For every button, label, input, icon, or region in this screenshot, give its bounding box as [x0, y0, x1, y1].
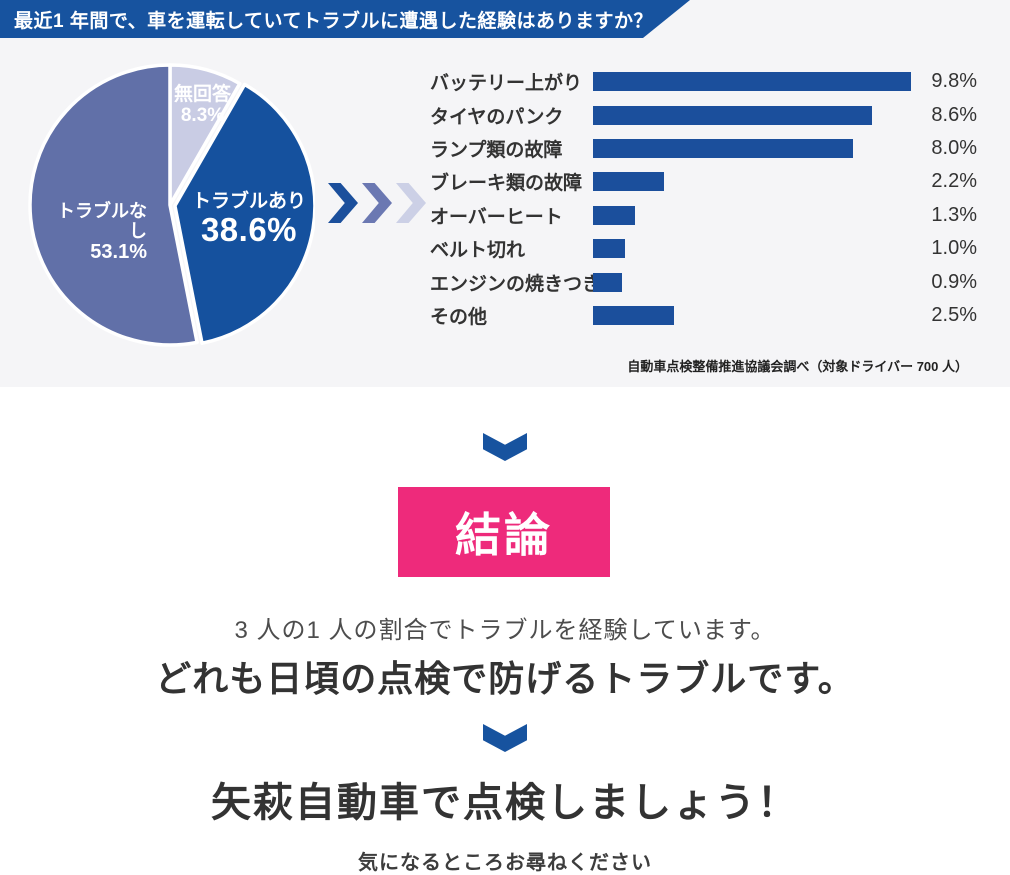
- conclusion-line-2: どれも日頃の点検で防げるトラブルです。: [155, 658, 855, 699]
- bar: [593, 272, 623, 292]
- pie-label-no-answer-value: 8.3%: [180, 105, 225, 127]
- bar-category-label: タイヤのパンク: [430, 106, 564, 128]
- source-note: 自動車点検整備推進協議会調べ（対象ドライバー 700 人）: [627, 359, 968, 374]
- bar-category-label: オーバーヒート: [430, 206, 563, 228]
- pie-svg: [28, 63, 315, 347]
- bar: [593, 72, 911, 92]
- pie-slice-1: [173, 82, 315, 345]
- bar-value-label: 2.5%: [931, 303, 977, 326]
- cta-headline: 矢萩自動車で点検しましょう！: [211, 781, 799, 825]
- bar: [593, 205, 636, 225]
- bar-track: [593, 205, 915, 225]
- bar-row: ランプ類の故障 8.0%: [430, 132, 977, 165]
- bar-value-label: 2.2%: [931, 170, 977, 193]
- bar-track: [593, 239, 915, 259]
- pie-label-trouble-yes-text: トラブルあり: [191, 191, 306, 212]
- bar-row: バッテリー上がり 9.8%: [430, 65, 977, 98]
- trouble-bar-chart: バッテリー上がり 9.8% タイヤのパンク 8.6% ランプ類の故障 8.0% ブレーキ類の…: [430, 65, 977, 332]
- bar-row: オーバーヒート 1.3%: [430, 199, 977, 232]
- bar: [593, 138, 853, 158]
- pie-label-trouble-no-value: 53.1%: [90, 241, 147, 264]
- pie-label-trouble-no: トラブルなし 53.1%: [45, 201, 147, 264]
- pie-slice-2: [28, 63, 199, 347]
- pie-label-trouble-no-text: トラブルなし: [57, 201, 147, 242]
- bar-value-label: 8.6%: [931, 103, 977, 126]
- conclusion-badge: 結論: [398, 487, 610, 577]
- pie-label-trouble-yes: トラブルあり 38.6%: [175, 191, 323, 249]
- cta-subtext: 気になるところお尋ねください: [358, 852, 652, 874]
- chevron-down-icon: [483, 433, 527, 461]
- bar-track: [593, 105, 915, 125]
- bar-category-label: ベルト切れ: [430, 240, 526, 262]
- bar-value-label: 1.0%: [931, 237, 977, 260]
- bar-row: その他 2.5%: [430, 299, 977, 332]
- conclusion-line-1: 3 人の1 人の割合でトラブルを経験しています。: [234, 617, 776, 644]
- bar-value-label: 1.3%: [931, 203, 977, 226]
- bar-category-label: ブレーキ類の故障: [430, 173, 583, 195]
- chevron-right-icon: [328, 183, 358, 223]
- pie-label-trouble-yes-value: 38.6%: [200, 211, 298, 249]
- transition-chevrons: [328, 183, 426, 223]
- bar-row: ブレーキ類の故障 2.2%: [430, 165, 977, 198]
- bar: [593, 305, 675, 325]
- bar-category-label: エンジンの焼きつき: [430, 273, 602, 295]
- bar-row: エンジンの焼きつき 0.9%: [430, 265, 977, 298]
- bar-category-label: ランプ類の故障: [430, 139, 563, 161]
- chevron-down-icon: [483, 724, 527, 752]
- bar: [593, 172, 665, 192]
- bar-row: ベルト切れ 1.0%: [430, 232, 977, 265]
- bar-row: タイヤのパンク 8.6%: [430, 98, 977, 131]
- pie-chart: 無回答 8.3% トラブルあり 38.6% トラブルなし 53.1%: [25, 60, 315, 350]
- bar-value-label: 0.9%: [931, 270, 977, 293]
- bar-track: [593, 138, 915, 158]
- bar-track: [593, 72, 915, 92]
- bar-value-label: 9.8%: [931, 70, 977, 93]
- bar: [593, 105, 873, 125]
- bar-track: [593, 305, 915, 325]
- question-header-banner: 最近1 年間で、車を運転していてトラブルに遭遇した経験はありますか？: [0, 0, 690, 38]
- pie-label-no-answer-text: 無回答: [173, 84, 231, 105]
- chevron-right-icon: [362, 183, 392, 223]
- bar-value-label: 8.0%: [931, 136, 977, 159]
- bar-track: [593, 172, 915, 192]
- chevron-right-icon: [396, 183, 426, 223]
- bar-track: [593, 272, 915, 292]
- question-title: 最近1 年間で、車を運転していてトラブルに遭遇した経験はありますか？: [14, 10, 653, 32]
- bar-category-label: その他: [430, 306, 488, 328]
- bar: [593, 239, 626, 259]
- bar-category-label: バッテリー上がり: [430, 73, 583, 95]
- pie-label-no-answer: 無回答 8.3%: [155, 84, 250, 127]
- conclusion-badge-label: 結論: [455, 509, 553, 561]
